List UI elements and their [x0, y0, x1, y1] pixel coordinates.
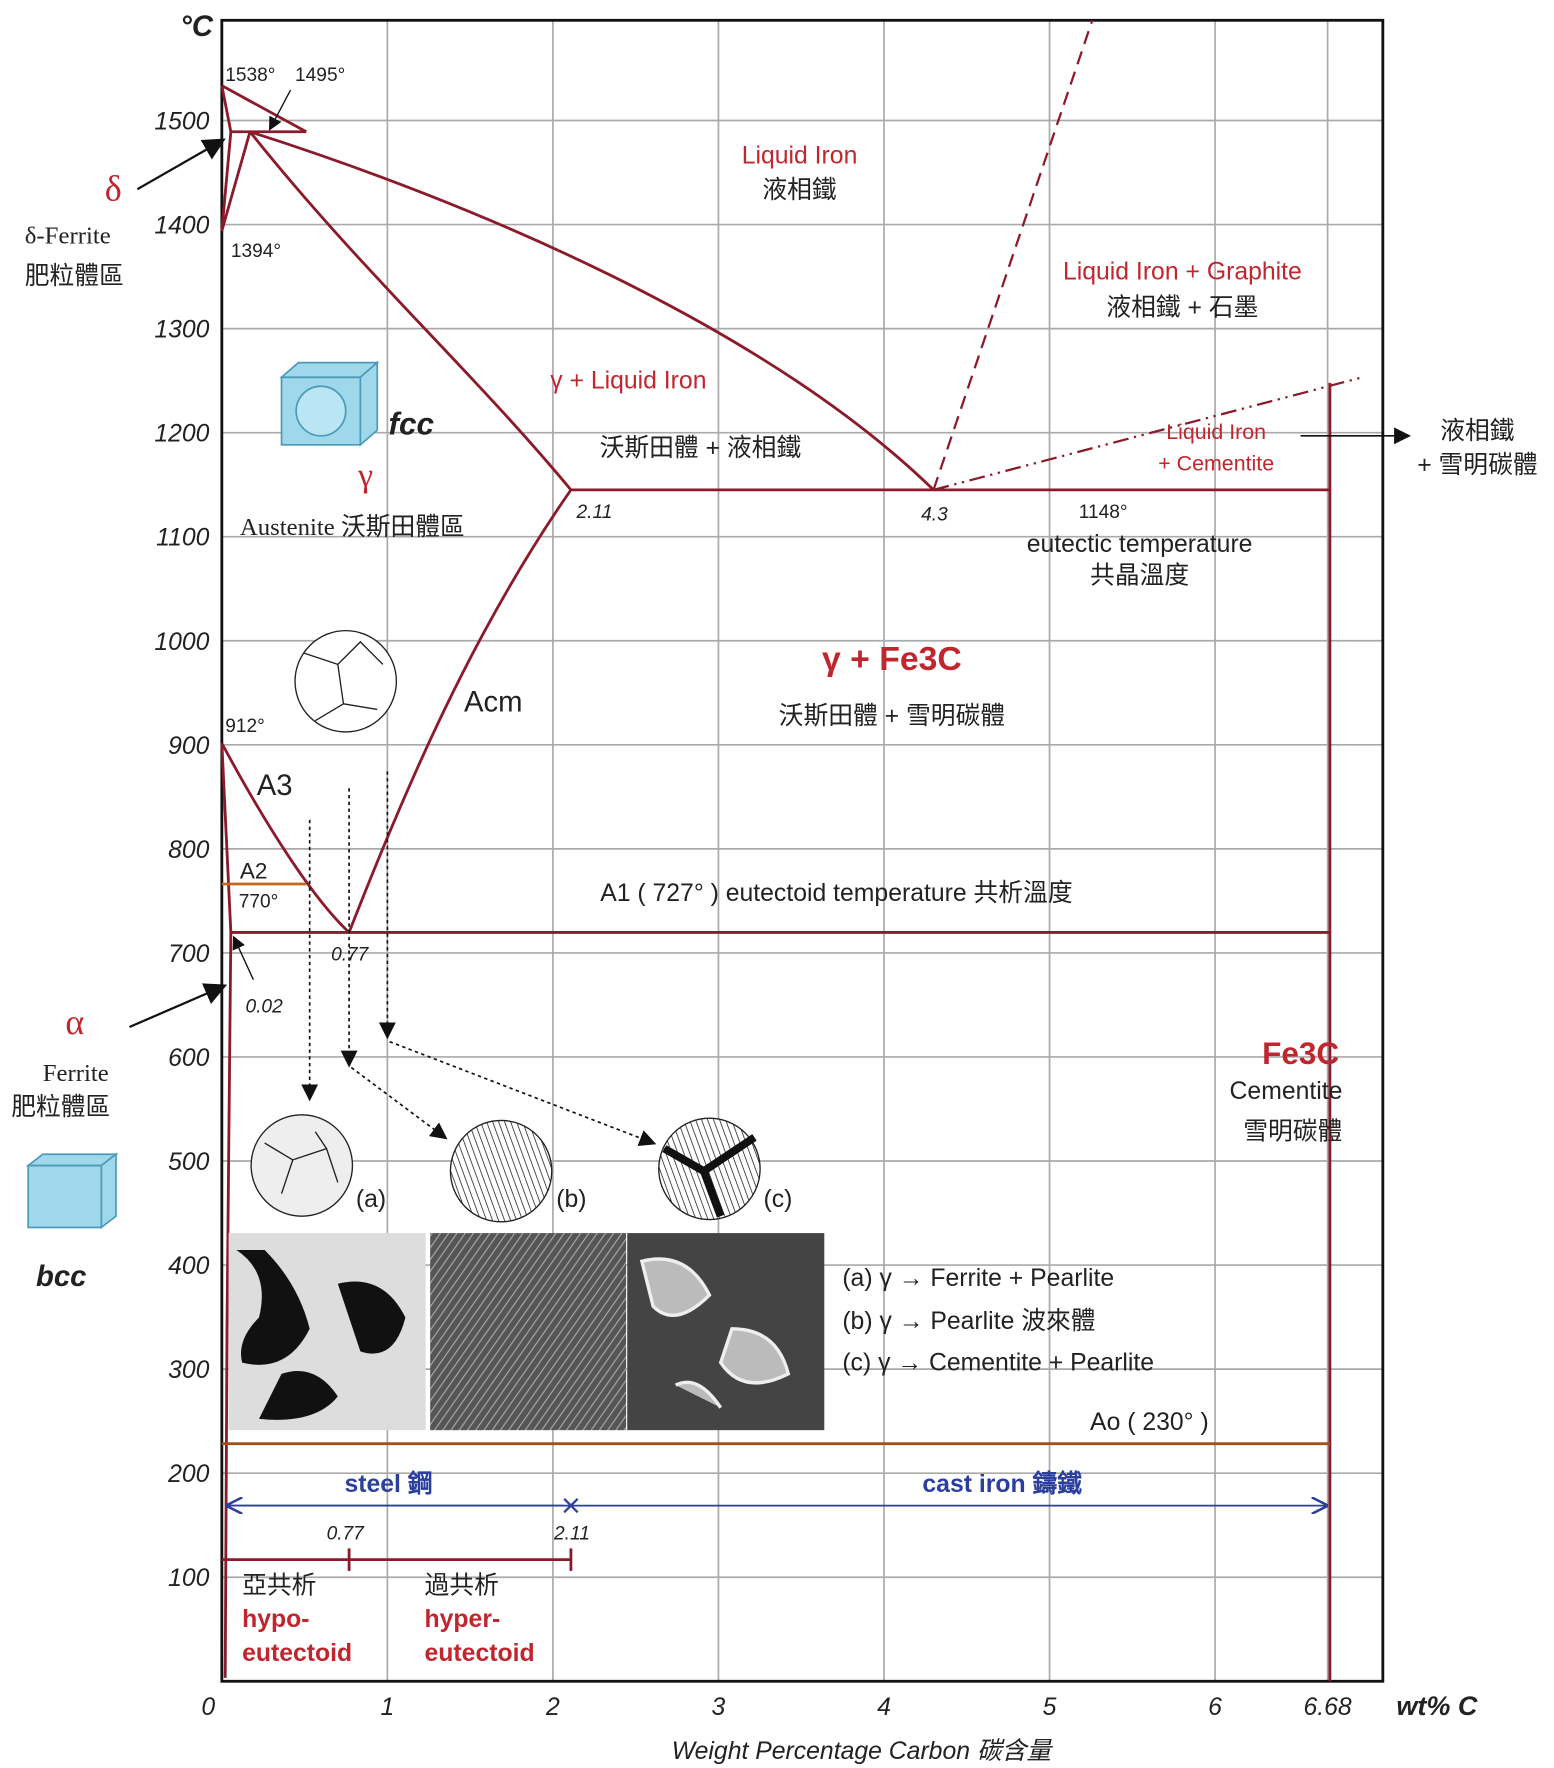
- y-tick-label: 1500: [154, 109, 209, 136]
- x-tick-label: 3: [712, 1694, 726, 1721]
- class: steel 鋼: [344, 1470, 432, 1498]
- region: bcc: [36, 1261, 86, 1293]
- y-tick-label: 500: [168, 1149, 210, 1176]
- y-tick-label: 400: [168, 1253, 210, 1280]
- x-unit: wt% C: [1396, 1691, 1478, 1721]
- class: eutectoid: [242, 1640, 352, 1667]
- line-label: A1 ( 727° ) eutectoid temperature 共析溫度: [600, 879, 1072, 907]
- y-tick-label: 1100: [156, 525, 209, 552]
- region: Liquid Iron: [742, 142, 858, 169]
- class: hypo-: [242, 1606, 309, 1633]
- micro-legend: (b) γ → Pearlite 波來體: [842, 1307, 1095, 1335]
- micro-circles: [251, 1115, 760, 1222]
- region: α: [65, 1002, 84, 1042]
- y-tick-label: 1300: [154, 317, 209, 344]
- micrographs: [229, 1233, 825, 1430]
- y-tick-label: 800: [168, 837, 210, 864]
- region: 液相鐵 + 石墨: [1106, 293, 1258, 321]
- micro-legend: (a) γ → Ferrite + Pearlite: [842, 1265, 1114, 1292]
- y-tick-label: 100: [168, 1565, 210, 1592]
- carbon-label: 0.02: [245, 996, 283, 1017]
- region: 肥粒體區: [25, 262, 124, 290]
- x-tick-label: 6.68: [1304, 1694, 1352, 1721]
- region: 共晶溫度: [1090, 561, 1189, 589]
- y-tick-label: 1200: [154, 421, 209, 448]
- region: γ + Liquid Iron: [550, 368, 706, 395]
- region: 沃斯田體 + 雪明碳體: [779, 702, 1005, 730]
- class: cast iron 鑄鐵: [922, 1469, 1082, 1498]
- y-tick-label: 600: [168, 1045, 210, 1072]
- y-tick-label: 1400: [154, 213, 209, 240]
- x-tick-label: 4: [877, 1694, 891, 1721]
- line-label: Ao ( 230° ): [1090, 1409, 1209, 1436]
- temp-label: 1148°: [1079, 502, 1128, 523]
- carbon-label: 0.77: [331, 945, 370, 966]
- region: 液相鐵: [1440, 417, 1515, 445]
- x-tick-label: 5: [1043, 1694, 1057, 1721]
- temp-label: 1538°: [225, 65, 275, 86]
- region: 肥粒體區: [11, 1093, 110, 1121]
- class: hyper-: [425, 1606, 501, 1633]
- line-label: Acm: [464, 687, 523, 719]
- carbon-label: 2.11: [553, 1523, 590, 1544]
- fcc-cell: [282, 363, 378, 445]
- line-label: A3: [257, 770, 293, 802]
- line-label: A2: [240, 858, 268, 883]
- region: Liquid Iron: [1166, 420, 1266, 444]
- austenite-grains: [295, 631, 396, 732]
- temp-label: 1495°: [295, 65, 345, 86]
- region: + 雪明碳體: [1417, 451, 1537, 479]
- region: Austenite 沃斯田體區: [240, 513, 465, 541]
- y-tick-label: 700: [168, 941, 210, 968]
- region: eutectic temperature: [1027, 531, 1253, 558]
- y-unit: °C: [180, 11, 214, 43]
- region: γ + Fe3C: [822, 640, 962, 678]
- x-tick-label: 0: [201, 1694, 215, 1721]
- x-tick-label: 6: [1208, 1694, 1222, 1721]
- class-labels: steel 鋼 cast iron 鑄鐵 亞共析 hypo- eutectoid…: [242, 1469, 1082, 1667]
- x-label: Weight Percentage Carbon 碳含量: [672, 1738, 1054, 1765]
- region: 沃斯田體 + 液相鐵: [600, 434, 802, 462]
- temp-label: 912°: [225, 716, 265, 737]
- y-tick-label: 300: [168, 1357, 210, 1384]
- region: Liquid Iron + Graphite: [1063, 258, 1302, 285]
- region: 液相鐵: [762, 176, 837, 204]
- region: + Cementite: [1158, 452, 1274, 476]
- phase-diagram: 1002003004005006007008009001000110012001…: [0, 0, 1554, 1768]
- x-ticks: 0 1 2 3 4 5 6 6.68: [201, 1694, 1352, 1721]
- y-tick-label: 900: [168, 733, 210, 760]
- region: δ: [105, 168, 122, 208]
- class: 亞共析: [242, 1571, 316, 1599]
- region: Cementite: [1230, 1078, 1343, 1105]
- region: Ferrite: [43, 1060, 109, 1087]
- region: fcc: [389, 406, 435, 442]
- region: 雪明碳體: [1243, 1118, 1342, 1146]
- carbon-label: 0.77: [327, 1523, 366, 1544]
- carbon-label: 4.3: [921, 504, 948, 525]
- class: eutectoid: [425, 1640, 535, 1667]
- temp-label: 1394°: [231, 241, 281, 262]
- temp-label: 770°: [239, 892, 279, 913]
- region: δ-Ferrite: [25, 222, 111, 249]
- bcc-cell: [28, 1154, 116, 1227]
- region: Fe3C: [1262, 1035, 1339, 1071]
- micro-legend: (c) γ → Cementite + Pearlite: [842, 1349, 1154, 1376]
- micro-tag: (c): [763, 1186, 792, 1213]
- micro-tag: (b): [556, 1186, 586, 1213]
- micro-tag: (a): [356, 1186, 386, 1213]
- class: 過共析: [425, 1571, 499, 1599]
- x-tick-label: 1: [380, 1694, 394, 1721]
- y-ticks: 100 200 300 400 500 600 700 800 900 1000 1100 1200 1…: [154, 109, 209, 1593]
- y-tick-label: 200: [167, 1461, 210, 1488]
- x-tick-label: 2: [545, 1694, 560, 1721]
- y-tick-label: 1000: [154, 629, 209, 656]
- region: γ: [357, 457, 373, 494]
- carbon-label: 2.11: [576, 502, 613, 523]
